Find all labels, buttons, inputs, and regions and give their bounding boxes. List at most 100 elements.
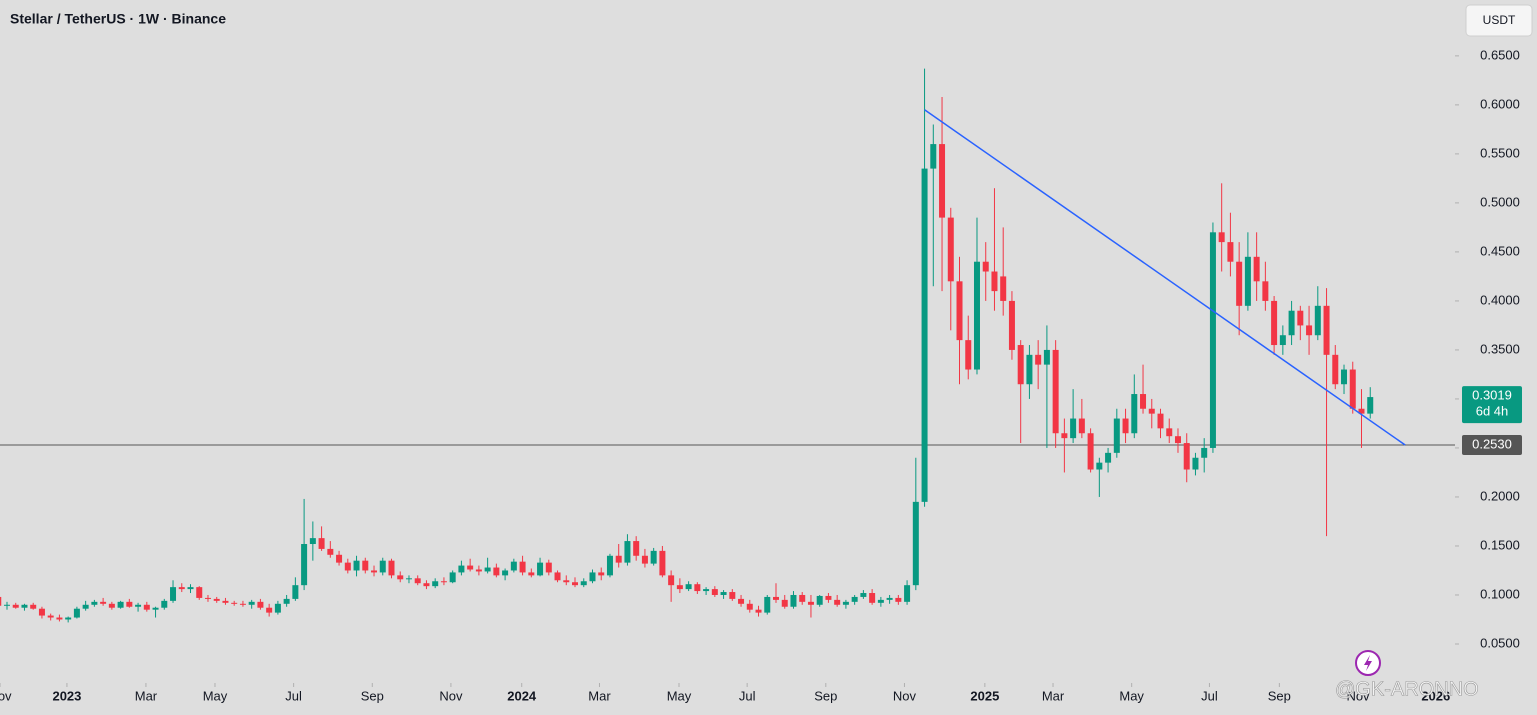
candle-body bbox=[598, 572, 605, 576]
candle-body bbox=[371, 570, 378, 573]
candle-body bbox=[257, 601, 264, 608]
hline-price-label: 0.2530 bbox=[1472, 436, 1512, 451]
watermark: @GK-ARONNO bbox=[1335, 678, 1479, 700]
candle-body bbox=[1271, 300, 1278, 346]
x-tick-label: Mar bbox=[135, 688, 158, 703]
chart-title: Stellar / TetherUS · 1W · Binance bbox=[10, 11, 226, 27]
x-tick-label: Nov bbox=[893, 688, 917, 703]
candle-body bbox=[283, 598, 290, 604]
candle-body bbox=[196, 587, 203, 598]
candle-body bbox=[152, 607, 159, 610]
currency-label[interactable]: USDT bbox=[1483, 13, 1516, 27]
candle-body bbox=[1087, 433, 1094, 470]
candle-body bbox=[21, 604, 28, 608]
candle-body bbox=[1052, 349, 1059, 434]
candle-body bbox=[187, 587, 194, 590]
candle-body bbox=[1314, 305, 1321, 336]
candle-body bbox=[38, 608, 45, 616]
y-tick-label: 0.2000 bbox=[1480, 488, 1520, 503]
x-tick-label: Jul bbox=[739, 688, 756, 703]
candle-body bbox=[1183, 443, 1190, 470]
candle-body bbox=[589, 572, 596, 582]
candle-body bbox=[965, 340, 972, 370]
candle-body bbox=[47, 615, 54, 618]
x-tick-label: Mar bbox=[588, 688, 611, 703]
candle-body bbox=[327, 548, 334, 555]
candle-body bbox=[773, 596, 779, 600]
candle-body bbox=[318, 538, 325, 549]
watermark-icon bbox=[1355, 650, 1381, 676]
x-tick-label: Mar bbox=[1042, 688, 1065, 703]
y-tick-label: 0.5500 bbox=[1480, 145, 1520, 160]
candle-body bbox=[545, 562, 552, 573]
candle-body bbox=[711, 589, 718, 595]
x-tick-label: Nov bbox=[0, 688, 12, 703]
candle-body bbox=[143, 604, 150, 610]
candle-body bbox=[1218, 232, 1225, 243]
candle-body bbox=[30, 604, 37, 609]
x-tick-label: Jul bbox=[1201, 688, 1218, 703]
candle-body bbox=[1148, 408, 1155, 414]
candle-body bbox=[266, 607, 273, 613]
candle-body bbox=[440, 581, 447, 583]
candle-body bbox=[73, 608, 80, 618]
candle-body bbox=[895, 597, 902, 602]
candle-body bbox=[755, 609, 762, 613]
candle-body bbox=[1000, 276, 1007, 301]
candle-body bbox=[405, 578, 412, 580]
candle-body bbox=[1166, 428, 1173, 437]
candle-body bbox=[170, 587, 177, 601]
candle-body bbox=[161, 600, 168, 608]
candle-body bbox=[668, 575, 675, 586]
candle-body bbox=[336, 554, 343, 563]
candle-body bbox=[720, 592, 727, 595]
candle-body bbox=[231, 602, 238, 604]
candle-body bbox=[729, 592, 736, 599]
candle-body bbox=[222, 600, 229, 603]
candle-body bbox=[554, 572, 561, 581]
candle-body bbox=[1201, 447, 1208, 458]
x-tick-label: 2023 bbox=[52, 688, 81, 703]
candle-body bbox=[641, 555, 648, 564]
candle-body bbox=[1253, 256, 1260, 282]
y-tick-label: 0.4500 bbox=[1480, 243, 1520, 258]
candle-body bbox=[484, 567, 491, 572]
candle-body bbox=[869, 593, 876, 603]
candle-body bbox=[1332, 354, 1339, 385]
candle-body bbox=[860, 593, 867, 597]
candle-body bbox=[1017, 345, 1024, 385]
y-tick-label: 0.3500 bbox=[1480, 341, 1520, 356]
candle-body bbox=[423, 583, 430, 587]
candle-body bbox=[239, 603, 246, 605]
candle-body bbox=[764, 596, 771, 613]
candle-body bbox=[1227, 242, 1234, 262]
hline-price-box bbox=[1462, 435, 1522, 456]
candle-body bbox=[1035, 354, 1042, 365]
candle-body bbox=[799, 594, 806, 602]
currency-button[interactable] bbox=[1465, 4, 1533, 37]
candle-body bbox=[82, 604, 89, 609]
candle-body bbox=[1122, 418, 1129, 434]
candle-body bbox=[982, 261, 989, 272]
candle-body bbox=[353, 560, 360, 571]
candle-body bbox=[1367, 397, 1374, 414]
candle-body bbox=[930, 144, 937, 169]
last-price-label: 0.3019 bbox=[1472, 388, 1512, 403]
last-price-box bbox=[1462, 386, 1522, 424]
candle-body bbox=[746, 603, 753, 610]
candle-body bbox=[414, 578, 421, 584]
candle-body bbox=[1341, 369, 1348, 385]
candle-body bbox=[397, 575, 404, 580]
candle-body bbox=[537, 562, 544, 576]
candle-body bbox=[991, 271, 998, 292]
candle-body bbox=[1349, 369, 1356, 409]
candle-body bbox=[1358, 408, 1365, 414]
x-tick-label: 2024 bbox=[507, 688, 537, 703]
candle-body bbox=[12, 604, 19, 608]
candle-body bbox=[1262, 281, 1269, 301]
candle-body bbox=[248, 601, 255, 605]
candle-body bbox=[624, 541, 631, 563]
candle-body bbox=[1157, 413, 1164, 429]
candle-body bbox=[563, 580, 570, 583]
